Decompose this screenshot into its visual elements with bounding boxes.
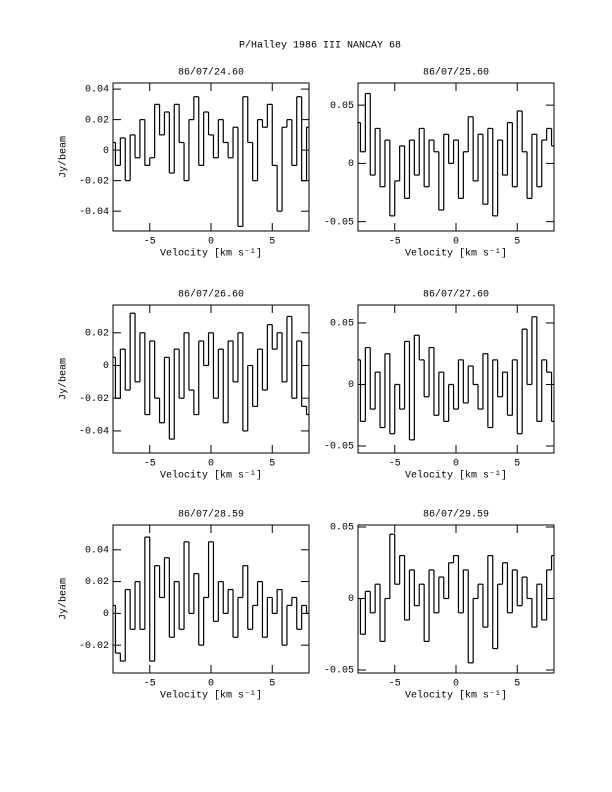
x-tick-label: -5 — [389, 679, 401, 690]
x-axis-label: Velocity [km s⁻¹] — [160, 470, 262, 482]
x-tick-label: 0 — [453, 459, 459, 470]
x-tick-label: 5 — [514, 679, 520, 690]
x-tick-label: -5 — [144, 459, 156, 470]
panel-title: 86/07/25.60 — [423, 67, 489, 79]
y-tick-label: 0.05 — [330, 101, 354, 112]
y-tick-label: 0.04 — [85, 85, 109, 96]
y-tick-label: -0.02 — [79, 641, 109, 652]
y-tick-label: 0.02 — [85, 115, 109, 126]
y-tick-label: 0.02 — [85, 328, 109, 339]
y-axis-label: Jy/beam — [58, 358, 70, 400]
x-tick-label: 5 — [269, 459, 275, 470]
spectrum-connector — [114, 96, 308, 227]
page-title: P/Halley 1986 III NANCAY 68 — [239, 40, 401, 52]
x-tick-label: 0 — [208, 459, 214, 470]
plot-frame — [357, 82, 555, 232]
x-tick-label: -5 — [389, 237, 401, 248]
y-tick-label: 0 — [348, 594, 354, 605]
x-tick-label: 0 — [453, 679, 459, 690]
y-tick-label: -0.02 — [79, 176, 109, 187]
x-tick-label: 5 — [514, 459, 520, 470]
spectrum-connector — [114, 313, 308, 440]
spectrum-connector — [359, 534, 553, 663]
x-tick-label: 0 — [208, 237, 214, 248]
y-tick-label: 0 — [103, 361, 109, 372]
panel-title: 86/07/27.60 — [423, 289, 489, 301]
plot-frame — [112, 304, 310, 454]
x-tick-label: -5 — [144, 237, 156, 248]
x-tick-label: 0 — [453, 237, 459, 248]
x-axis-label: Velocity [km s⁻¹] — [405, 470, 507, 482]
x-tick-label: 5 — [269, 237, 275, 248]
y-tick-label: -0.02 — [79, 394, 109, 405]
y-tick-label: 0 — [348, 159, 354, 170]
panel-title: 86/07/29.59 — [423, 509, 489, 521]
spectrum-connector — [359, 316, 553, 440]
y-axis-label: Jy/beam — [58, 578, 70, 620]
y-tick-label: -0.05 — [324, 666, 354, 677]
y-tick-label: 0.02 — [85, 577, 109, 588]
y-tick-label: -0.05 — [324, 217, 354, 228]
x-tick-label: 5 — [269, 679, 275, 690]
spectrum-connector — [359, 93, 553, 216]
y-tick-label: 0 — [103, 609, 109, 620]
y-tick-label: 0.05 — [330, 319, 354, 330]
plot-frame — [112, 524, 310, 674]
spectrum-connector — [114, 537, 308, 662]
y-tick-label: -0.04 — [79, 427, 109, 438]
x-tick-label: -5 — [144, 679, 156, 690]
x-axis-label: Velocity [km s⁻¹] — [160, 690, 262, 702]
y-tick-label: 0 — [348, 380, 354, 391]
y-tick-label: 0.04 — [85, 545, 109, 556]
y-axis-label: Jy/beam — [58, 136, 70, 178]
panel-title: 86/07/24.60 — [178, 67, 244, 79]
x-tick-label: 0 — [208, 679, 214, 690]
y-tick-label: -0.05 — [324, 442, 354, 453]
y-tick-label: 0 — [103, 146, 109, 157]
plot-frame — [112, 82, 310, 232]
panel-title: 86/07/28.59 — [178, 509, 244, 521]
x-tick-label: -5 — [389, 459, 401, 470]
x-axis-label: Velocity [km s⁻¹] — [405, 248, 507, 260]
x-axis-label: Velocity [km s⁻¹] — [405, 690, 507, 702]
x-tick-label: 5 — [514, 237, 520, 248]
panel-title: 86/07/26.60 — [178, 289, 244, 301]
y-tick-label: 0.05 — [330, 523, 354, 534]
plot-frame — [357, 304, 555, 454]
x-axis-label: Velocity [km s⁻¹] — [160, 248, 262, 260]
y-tick-label: -0.04 — [79, 207, 109, 218]
